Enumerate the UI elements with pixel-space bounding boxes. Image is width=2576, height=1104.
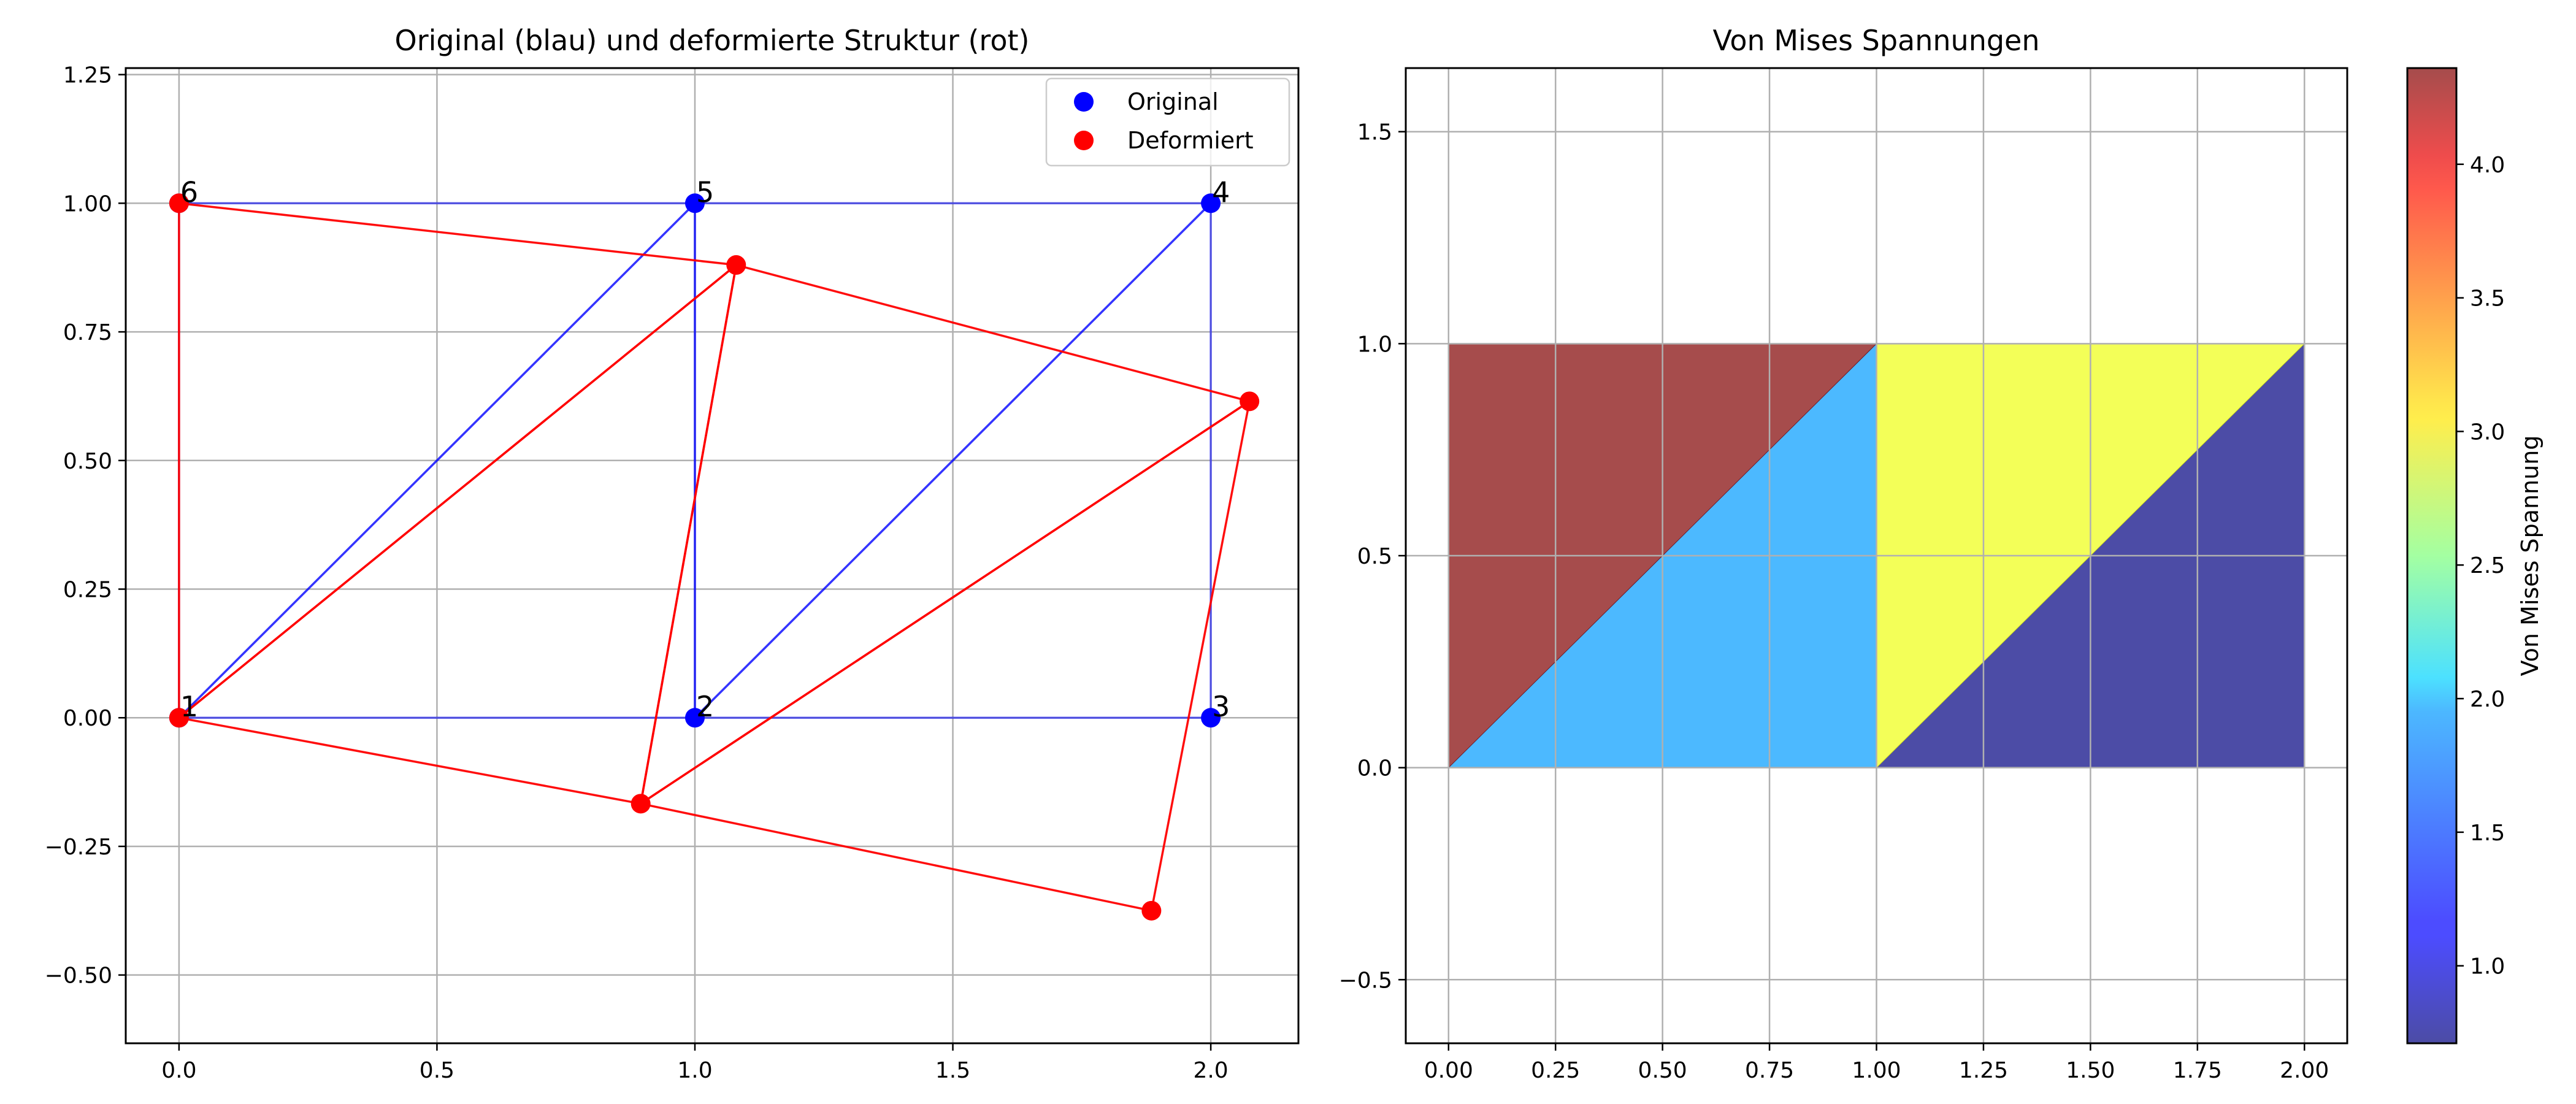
legend: Original Deformiert <box>1045 77 1290 167</box>
original-node-point <box>684 708 705 728</box>
right-ticks: 0.00 0.25 0.50 0.75 1.00 1.25 1.50 1.75 2.00 −0.5… <box>1339 120 2329 1083</box>
right-xtick-label: 1.25 <box>1959 1058 2008 1083</box>
legend-label-original: Original <box>1127 88 1219 115</box>
deformed-node-point <box>1240 391 1260 412</box>
deformed-structure-lines <box>178 202 1251 912</box>
original-node-point <box>1201 708 1221 728</box>
node-label-5: 5 <box>696 175 714 209</box>
left-ytick-label: 1.00 <box>63 191 112 217</box>
right-xtick-label: 1.00 <box>1852 1058 1901 1083</box>
node-label-3: 3 <box>1212 690 1230 723</box>
right-ytick-label: −0.5 <box>1339 968 1392 993</box>
legend-marker-original <box>1074 92 1094 112</box>
deformed-node-point <box>169 708 189 728</box>
deformation-plot: 1 2 3 4 5 6 0.0 0.5 1.0 1.5 2.0 −0.50 −0.25 0.00 0.25… <box>45 24 1300 1083</box>
left-ytick-label: 0.00 <box>63 706 112 731</box>
von-mises-plot: 0.00 0.25 0.50 0.75 1.00 1.25 1.50 1.75 2.00 −0.5… <box>1339 24 2348 1083</box>
right-xtick-label: 0.75 <box>1745 1058 1794 1083</box>
colorbar: 1.0 1.5 2.0 2.5 3.0 3.5 4.0 Von Mises Spannung <box>2406 67 2543 1045</box>
right-xtick-label: 0.25 <box>1531 1058 1580 1083</box>
left-ytick-label: 0.50 <box>63 449 112 474</box>
right-xtick-label: 0.50 <box>1638 1058 1687 1083</box>
colorbar-gradient <box>2407 68 2456 1043</box>
left-xtick-label: 1.0 <box>677 1058 712 1083</box>
node-label-1: 1 <box>180 690 198 723</box>
right-grid <box>1406 68 2347 1043</box>
node-label-4: 4 <box>1212 175 1230 209</box>
original-node-point <box>684 193 705 213</box>
deformed-node-point <box>631 794 651 814</box>
deformed-element-edge <box>178 264 738 805</box>
right-xtick-label: 0.00 <box>1424 1058 1473 1083</box>
node-label-6: 6 <box>180 175 198 209</box>
right-ytick-label: 1.5 <box>1357 120 1392 145</box>
colorbar-tick-label: 3.5 <box>2470 286 2505 312</box>
deformed-node-point <box>726 255 746 275</box>
deformed-element-edge <box>639 400 1251 912</box>
deformed-element-edge <box>178 202 738 719</box>
colorbar-ticks: 1.0 1.5 2.0 2.5 3.0 3.5 4.0 <box>2456 153 2505 979</box>
original-element-edge <box>694 202 1212 719</box>
left-xtick-label: 2.0 <box>1193 1058 1228 1083</box>
colorbar-tick-label: 2.0 <box>2470 687 2505 712</box>
legend-label-deformed: Deformiert <box>1127 127 1254 154</box>
left-chart-title: Original (blau) und deformierte Struktur… <box>395 24 1030 57</box>
deformed-node-points <box>169 193 1260 921</box>
original-node-point <box>1201 193 1221 213</box>
deformed-node-point <box>1141 900 1162 921</box>
right-xtick-label: 2.00 <box>2280 1058 2329 1083</box>
left-ticks: 0.0 0.5 1.0 1.5 2.0 −0.50 −0.25 0.00 0.25 0.50 0.7… <box>45 63 1229 1083</box>
colorbar-frame <box>2406 67 2458 1045</box>
right-xtick-label: 1.50 <box>2066 1058 2115 1083</box>
colorbar-label: Von Mises Spannung <box>2517 435 2543 677</box>
deformed-element-edge <box>639 264 1251 805</box>
left-ytick-label: 0.25 <box>63 578 112 603</box>
deformed-node-point <box>169 193 189 213</box>
colorbar-tick-label: 3.0 <box>2470 420 2505 445</box>
colorbar-tick-label: 1.0 <box>2470 954 2505 979</box>
left-ytick-label: 0.75 <box>63 320 112 345</box>
right-xtick-label: 1.75 <box>2173 1058 2222 1083</box>
left-ytick-label: −0.25 <box>45 835 112 860</box>
left-grid <box>126 68 1298 1043</box>
node-label-2: 2 <box>696 690 714 723</box>
left-axes-frame <box>125 67 1300 1045</box>
right-ytick-label: 0.0 <box>1357 756 1392 781</box>
right-ytick-label: 1.0 <box>1357 332 1392 357</box>
right-chart-title: Von Mises Spannungen <box>1713 24 2040 57</box>
left-xtick-label: 1.5 <box>935 1058 970 1083</box>
left-xtick-label: 0.5 <box>420 1058 454 1083</box>
left-xtick-label: 0.0 <box>161 1058 196 1083</box>
colorbar-tick-label: 2.5 <box>2470 553 2505 578</box>
colorbar-tick-label: 1.5 <box>2470 821 2505 846</box>
right-ytick-label: 0.5 <box>1357 544 1392 569</box>
legend-marker-deformed <box>1074 131 1094 150</box>
left-ytick-label: −0.50 <box>45 964 112 989</box>
left-ytick-label: 1.25 <box>63 63 112 88</box>
node-labels: 1 2 3 4 5 6 <box>180 175 1230 723</box>
colorbar-tick-label: 4.0 <box>2470 153 2505 178</box>
legend-box <box>1045 77 1290 167</box>
